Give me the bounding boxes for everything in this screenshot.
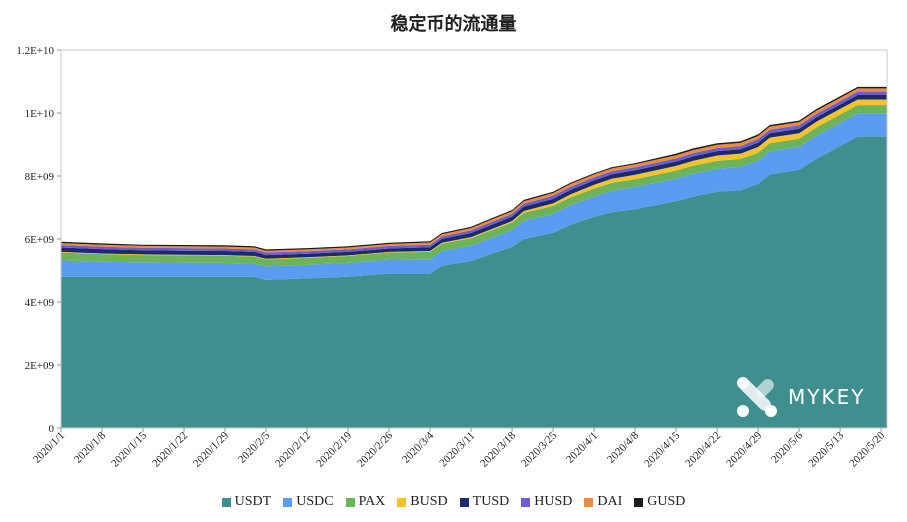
- x-tick-label: 2020/4/1: [564, 430, 600, 466]
- chart-legend: USDT USDC PAX BUSD TUSD HUSD DAI GUSD: [0, 494, 907, 510]
- x-tick-label: 2020/4/15: [642, 429, 682, 469]
- legend-item-busd: BUSD: [397, 494, 448, 510]
- x-tick-label: 2020/4/8: [605, 429, 641, 465]
- legend-item-gusd: GUSD: [634, 494, 685, 510]
- y-tick-label: 1.2E+10: [16, 45, 54, 57]
- chart-title: 稳定币的流通量: [390, 14, 517, 35]
- x-tick-label: 2020/1/8: [72, 429, 108, 465]
- legend-swatch: [521, 497, 531, 507]
- legend-label: USDT: [234, 494, 272, 509]
- legend-item-husd: HUSD: [521, 494, 572, 510]
- x-tick-label: 2020/3/4: [400, 429, 436, 465]
- x-tick-label: 2020/5/13: [806, 429, 846, 469]
- legend-item-dai: DAI: [584, 494, 622, 510]
- legend-swatch: [397, 497, 407, 507]
- x-axis-ticks: 2020/1/1 2020/1/8 2020/1/15 2020/1/22 2020/1…: [31, 428, 888, 470]
- x-tick-label: 2020/2/5: [236, 429, 272, 465]
- x-tick-label: 2020/5/6: [769, 429, 805, 465]
- legend-item-tusd: TUSD: [459, 494, 510, 510]
- legend-swatch: [345, 497, 355, 507]
- x-tick-label: 2020/2/12: [273, 430, 313, 470]
- x-tick-label: 2020/1/22: [150, 430, 190, 470]
- mykey-logo: MYKEY: [736, 376, 865, 418]
- legend-item-usdc: USDC: [283, 494, 334, 510]
- y-axis-ticks: 0 2E+09 4E+09 6E+09 8E+09 1E+10 1.2E+10: [16, 45, 61, 435]
- y-tick-label: 2E+09: [25, 360, 55, 372]
- x-tick-label: 2020/2/19: [314, 429, 354, 469]
- x-tick-label: 2020/2/26: [355, 429, 395, 469]
- x-tick-label: 2020/3/25: [519, 429, 559, 469]
- y-tick-label: 1E+10: [25, 108, 55, 120]
- x-tick-label: 2020/1/15: [109, 429, 149, 469]
- x-tick-label: 2020/5/20: [847, 429, 887, 469]
- area-usdt: [61, 136, 887, 428]
- area-series-group: [61, 86, 887, 428]
- legend-label: TUSD: [472, 494, 510, 509]
- legend-label: BUSD: [410, 494, 448, 509]
- y-tick-label: 0: [49, 423, 55, 435]
- legend-swatch: [459, 497, 469, 507]
- x-tick-label: 2020/1/1: [31, 430, 67, 466]
- x-tick-label: 2020/3/11: [437, 430, 477, 470]
- legend-item-usdt: USDT: [221, 494, 272, 510]
- y-tick-label: 6E+09: [25, 234, 55, 246]
- x-tick-label: 2020/4/29: [724, 429, 764, 469]
- legend-swatch: [634, 497, 644, 507]
- y-tick-label: 4E+09: [25, 297, 55, 309]
- legend-label: USDC: [296, 494, 334, 509]
- legend-swatch: [221, 497, 231, 507]
- legend-item-pax: PAX: [345, 494, 386, 510]
- legend-swatch: [283, 497, 293, 507]
- legend-swatch: [584, 497, 594, 507]
- x-tick-label: 2020/1/29: [191, 429, 231, 469]
- area-usdc: [61, 113, 887, 280]
- x-tick-label: 2020/3/18: [478, 429, 518, 469]
- legend-label: PAX: [358, 494, 386, 509]
- y-tick-label: 8E+09: [25, 171, 55, 183]
- logo-text: MYKEY: [788, 385, 866, 409]
- x-tick-label: 2020/4/22: [683, 430, 723, 470]
- legend-label: DAI: [597, 494, 623, 509]
- mykey-logo-icon: [737, 377, 777, 417]
- legend-label: GUSD: [647, 494, 686, 509]
- legend-label: HUSD: [534, 494, 573, 509]
